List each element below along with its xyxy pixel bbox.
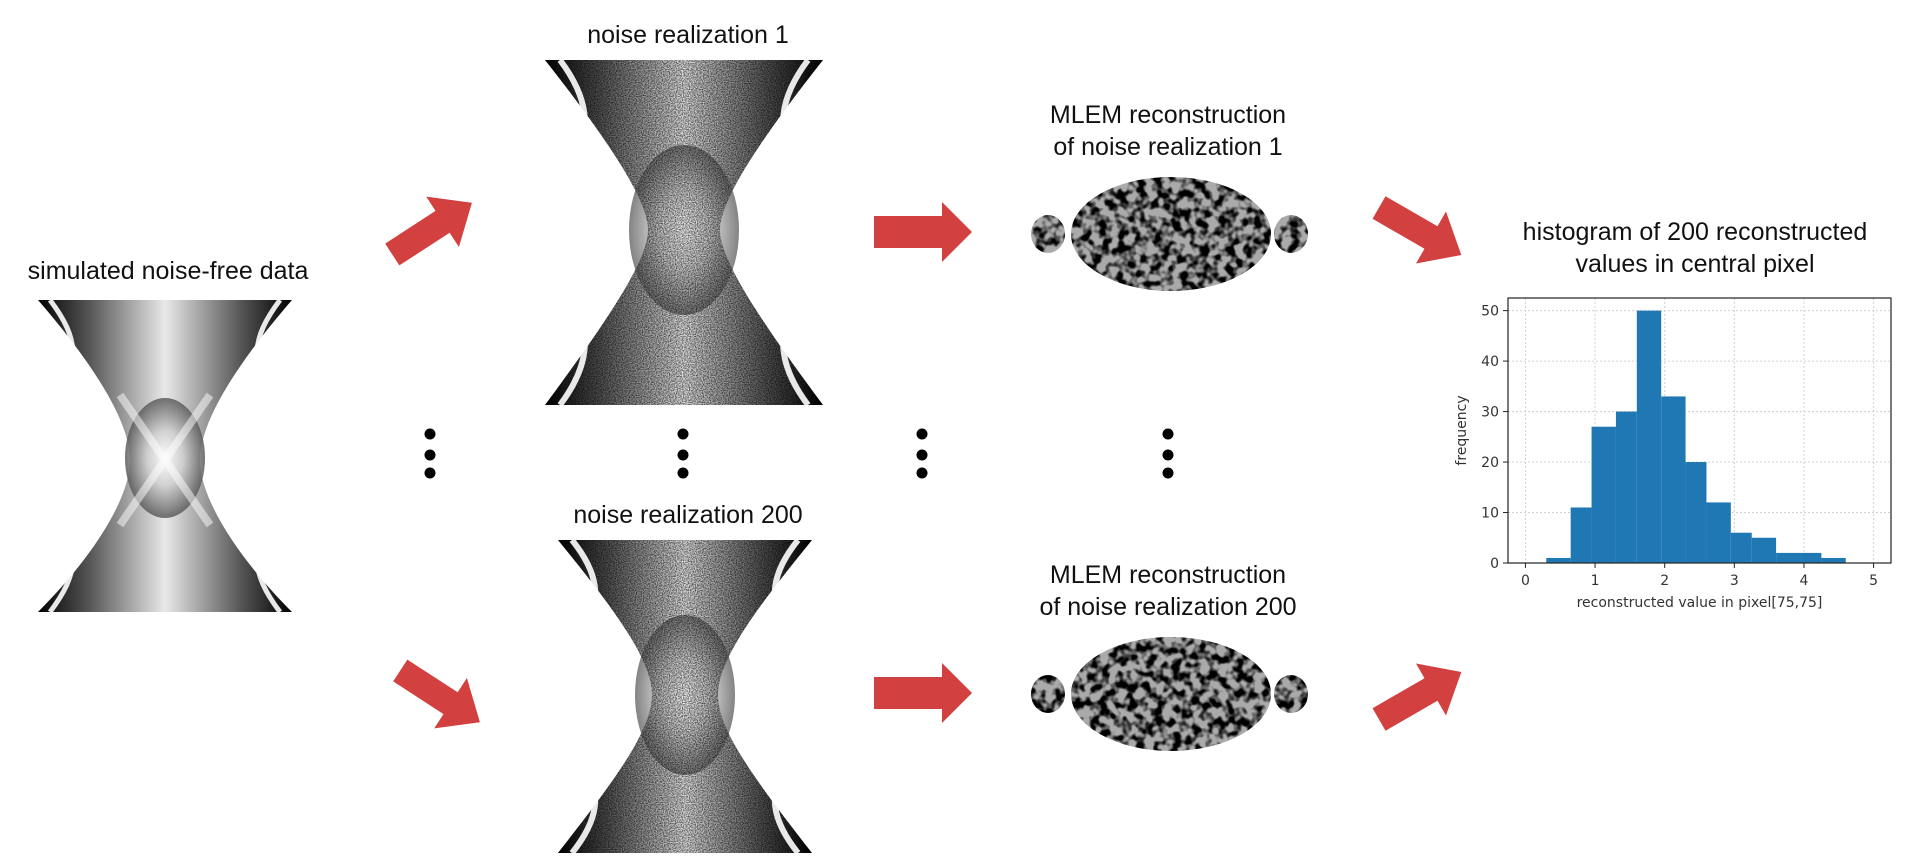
histogram-x-axis-label: reconstructed value in pixel[75,75] [1577,595,1823,611]
histogram-axes-frame [1507,297,1892,564]
histogram-title-line2: values in central pixel [1575,250,1814,278]
arrow-recon-1-to-histogram [1372,196,1462,264]
noise-free-label: simulated noise-free data [28,257,309,285]
arrow-recon-200-to-histogram [1372,663,1462,731]
noise-free-sinogram [38,298,292,614]
x-tick-label: 2 [1660,573,1669,589]
noisy-sinogram-1 [545,58,823,407]
x-tick-label: 1 [1591,573,1600,589]
histogram-bar [1751,537,1777,563]
histogram-bar [1800,552,1822,563]
noise-realization-200-label: noise realization 200 [573,501,802,529]
ellipsis-col-1 [424,428,436,479]
mlem-reconstruction-200 [1031,637,1308,751]
noisy-sinogram-200 [558,538,812,855]
ellipsis-dots [424,428,1174,479]
noise-realization-1-label: noise realization 1 [587,21,789,49]
histogram-y-ticks: 0 10 20 30 40 50 [1481,304,1508,572]
arrow-to-noise-200 [393,659,480,729]
histogram-bar [1730,532,1752,563]
y-tick-label: 10 [1481,506,1499,522]
histogram-chart: 0 1 2 3 4 5 0 10 20 30 40 50 reconstructed value i… [1454,297,1892,611]
mlem-reconstruction-1 [1031,177,1308,291]
x-tick-label: 3 [1730,573,1739,589]
y-tick-label: 30 [1481,405,1499,421]
histogram-bar [1685,462,1707,563]
y-tick-label: 20 [1481,455,1499,471]
histogram-bars [1546,310,1846,563]
x-tick-label: 4 [1799,573,1808,589]
histogram-bar [1706,502,1731,563]
histogram-bar [1776,552,1801,563]
arrow-to-recon-200 [874,663,972,723]
y-tick-label: 50 [1481,304,1499,320]
histogram-title-line1: histogram of 200 reconstructed [1523,218,1868,246]
y-tick-label: 40 [1481,354,1499,370]
ellipsis-col-3 [916,428,928,479]
recon-200-label-line2: of noise realization 200 [1039,593,1296,621]
histogram-x-ticks: 0 1 2 3 4 5 [1521,563,1878,589]
ellipsis-col-4 [1162,428,1174,479]
histogram-bar [1636,310,1662,563]
histogram-bar [1546,557,1571,563]
x-tick-label: 0 [1521,573,1530,589]
recon-200-label-line1: MLEM reconstruction [1050,561,1286,589]
histogram-bar [1821,557,1846,563]
histogram-bar [1591,426,1616,563]
arrow-to-recon-1 [874,202,972,262]
histogram-bar [1615,411,1637,563]
recon-1-label-line1: MLEM reconstruction [1050,101,1286,129]
x-tick-label: 5 [1869,573,1878,589]
histogram-bar [1661,396,1686,563]
histogram-bar [1570,507,1592,563]
ellipsis-col-2 [677,428,689,479]
recon-1-label-line2: of noise realization 1 [1053,133,1282,161]
histogram-y-axis-label: frequency [1454,395,1470,465]
y-tick-label: 0 [1490,556,1499,572]
arrow-to-noise-1 [385,196,472,266]
arrows [385,196,1462,731]
